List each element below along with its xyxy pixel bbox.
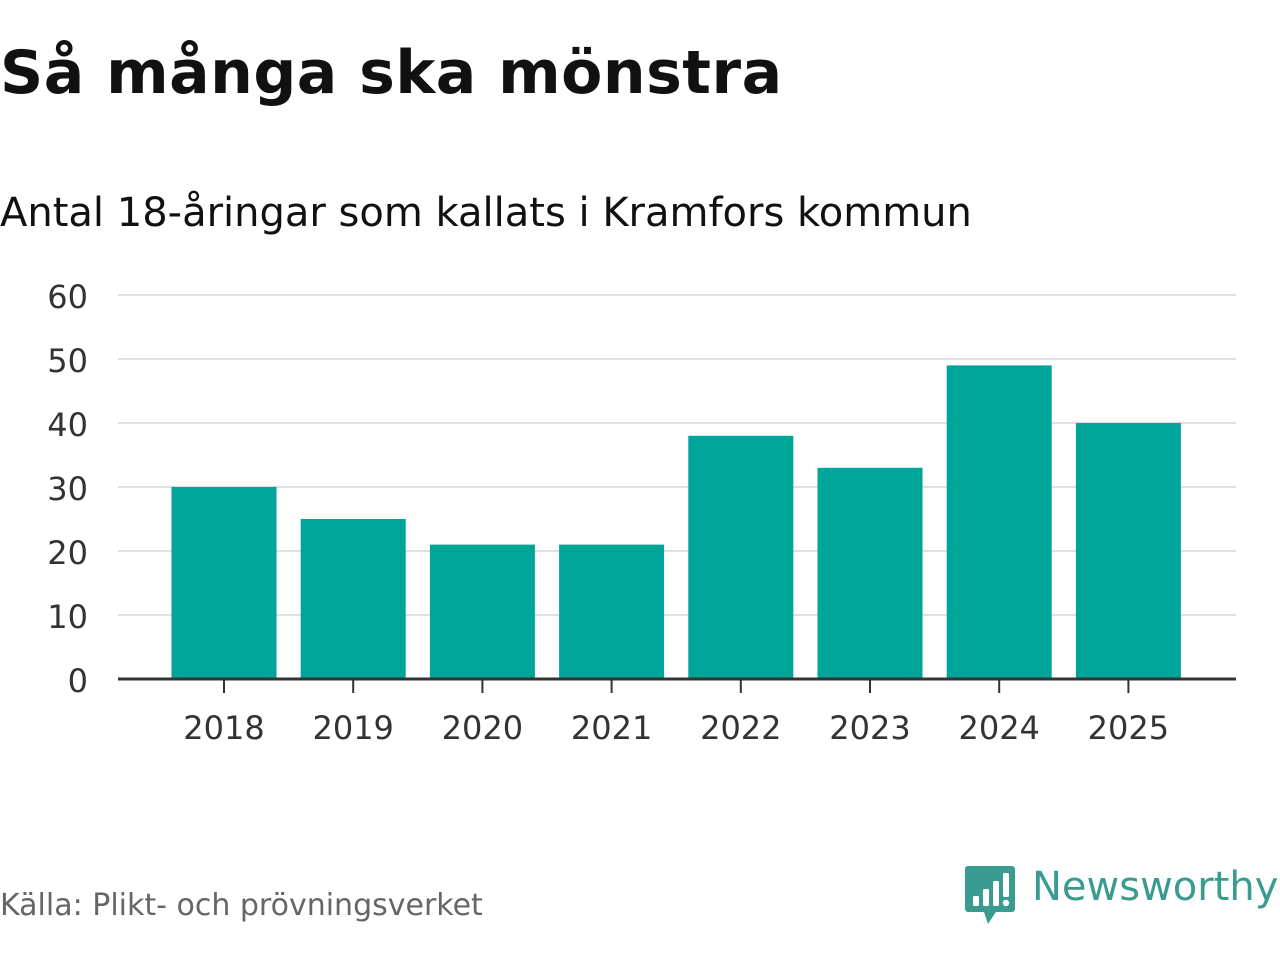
logo-bar-4 (1003, 873, 1009, 897)
x-tick-label: 2023 (829, 709, 910, 747)
y-tick-label: 0 (68, 662, 88, 700)
logo-bar-1 (973, 896, 979, 906)
logo-bubble (965, 866, 1015, 924)
source-note: Källa: Plikt- och prövningsverket (0, 888, 483, 923)
logo-bar-3 (993, 881, 999, 906)
y-tick-label: 30 (47, 470, 88, 508)
brand-name: Newsworthy (1032, 864, 1279, 910)
bar-2022 (688, 435, 794, 679)
grid-lines (118, 294, 1236, 616)
brand-logo: Newsworthy (964, 862, 1279, 928)
x-tick-label: 2020 (442, 709, 523, 747)
chart-title: Så många ska mönstra (0, 38, 783, 108)
bars (171, 365, 1181, 679)
y-tick-label: 10 (47, 598, 88, 636)
x-tick-label: 2021 (571, 709, 652, 747)
x-tick-label: 2025 (1088, 709, 1169, 747)
bar-2020 (429, 544, 535, 679)
y-axis-ticks: 0 10 20 30 40 50 60 (47, 278, 88, 700)
bar-2019 (300, 519, 406, 679)
bar-2018 (171, 487, 277, 679)
y-tick-label: 50 (47, 342, 88, 380)
bar-2024 (946, 365, 1052, 679)
x-tick-label: 2024 (958, 709, 1039, 747)
x-tick-label: 2019 (312, 709, 393, 747)
logo-bar-2 (983, 889, 989, 906)
logo-dot (1002, 899, 1010, 907)
y-tick-label: 60 (47, 278, 88, 316)
x-axis-ticks: 2018 2019 2020 2021 2022 2023 2024 2025 (183, 679, 1169, 747)
y-tick-label: 40 (47, 406, 88, 444)
bar-2021 (559, 544, 665, 679)
y-tick-label: 20 (47, 534, 88, 572)
x-tick-label: 2018 (183, 709, 264, 747)
newsworthy-logo-icon (965, 866, 1015, 924)
bar-2025 (1075, 423, 1181, 679)
chart-subtitle: Antal 18-åringar som kallats i Kramfors … (0, 190, 972, 236)
bar-2023 (817, 467, 923, 679)
x-tick-label: 2022 (700, 709, 781, 747)
